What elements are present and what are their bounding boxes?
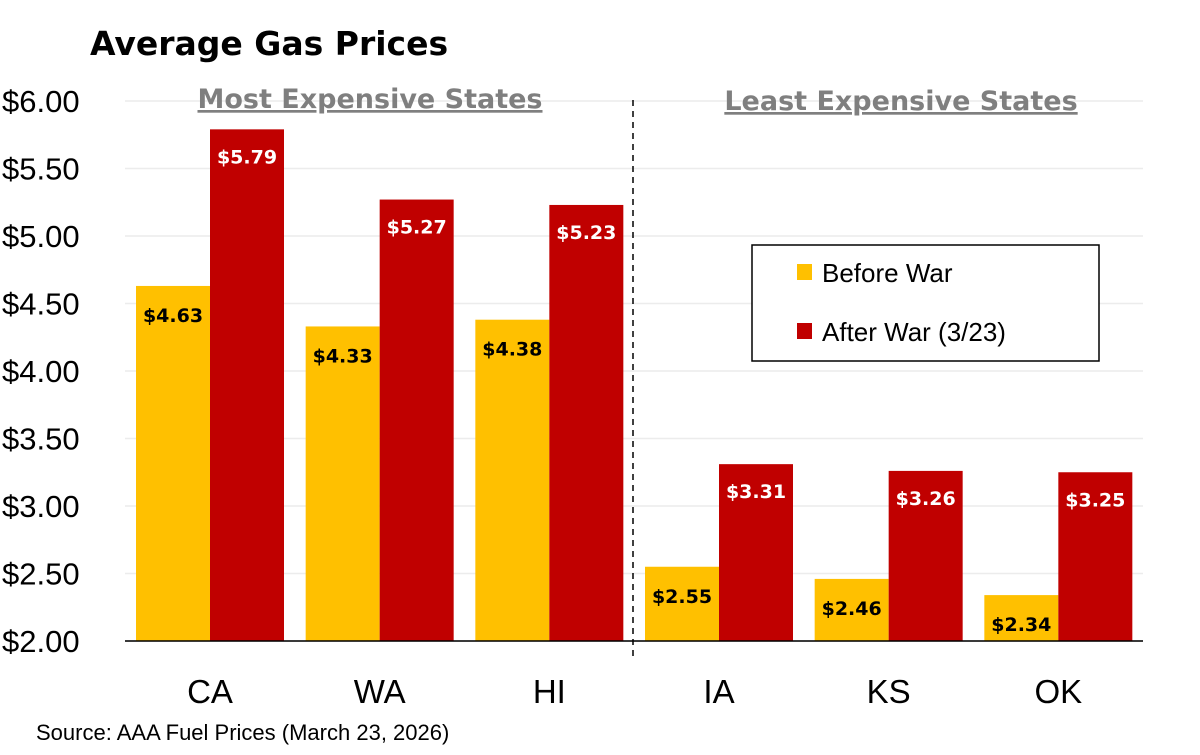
data-label: $3.31 bbox=[726, 481, 786, 503]
bar-ca-after bbox=[210, 129, 284, 641]
gridlines bbox=[125, 100, 1143, 642]
bar-ok-after bbox=[1058, 472, 1133, 641]
y-tick-label: $4.00 bbox=[2, 354, 80, 389]
bar-ia-before bbox=[645, 566, 719, 641]
bar-ca-before bbox=[136, 285, 210, 641]
x-tick-label: OK bbox=[1034, 673, 1082, 710]
legend-label-before-war: Before War bbox=[822, 258, 953, 288]
data-label: $2.34 bbox=[991, 614, 1051, 636]
bar-hi-before bbox=[475, 319, 550, 641]
y-tick-label: $6.00 bbox=[2, 84, 80, 119]
x-tick-label: CA bbox=[187, 673, 233, 710]
data-label: $2.55 bbox=[652, 586, 712, 608]
source-note: Source: AAA Fuel Prices (March 23, 2026) bbox=[36, 720, 449, 745]
section-label-least-expensive: Least Expensive States bbox=[724, 86, 1077, 117]
y-axis: $2.00 $2.50 $3.00 $3.50 $4.00 $4.50 $5.00 $5.50… bbox=[2, 84, 80, 659]
data-label: $4.38 bbox=[482, 339, 542, 361]
legend-swatch-after-war bbox=[797, 323, 812, 339]
y-tick-label: $2.00 bbox=[2, 624, 80, 659]
y-tick-label: $3.00 bbox=[2, 489, 80, 524]
bar-ks-after bbox=[888, 470, 963, 641]
bar-ok-before bbox=[984, 595, 1059, 641]
legend: Before War After War (3/23) bbox=[751, 244, 1100, 362]
y-tick-label: $4.50 bbox=[2, 287, 80, 322]
x-tick-label: HI bbox=[533, 673, 566, 710]
bars: $4.63 $5.79 $4.33 $5.27 $4.38 $5.23 $2.55 $3.31… bbox=[136, 129, 1133, 642]
y-tick-label: $3.50 bbox=[2, 422, 80, 457]
legend-label-after-war: After War (3/23) bbox=[822, 317, 1006, 347]
data-label: $2.46 bbox=[822, 598, 882, 620]
bar-wa-before bbox=[305, 326, 380, 641]
y-tick-label: $5.00 bbox=[2, 219, 80, 254]
data-label: $5.23 bbox=[556, 222, 616, 244]
legend-swatch-before-war bbox=[797, 264, 812, 280]
data-label: $5.27 bbox=[387, 217, 447, 239]
data-label: $5.79 bbox=[217, 146, 277, 168]
x-tick-label: IA bbox=[703, 673, 734, 710]
x-tick-label: KS bbox=[867, 673, 911, 710]
y-tick-label: $5.50 bbox=[2, 152, 80, 187]
y-tick-label: $2.50 bbox=[2, 557, 80, 592]
data-label: $4.33 bbox=[313, 345, 373, 367]
x-axis: CA WA HI IA KS OK bbox=[125, 640, 1143, 710]
chart-title: Average Gas Prices bbox=[90, 24, 448, 63]
bar-ia-after bbox=[719, 464, 793, 641]
data-label: $4.63 bbox=[143, 305, 203, 327]
bar-ks-before bbox=[814, 578, 889, 641]
data-label: $3.26 bbox=[896, 488, 956, 510]
section-label-most-expensive: Most Expensive States bbox=[197, 84, 542, 115]
bar-wa-after bbox=[379, 199, 454, 642]
x-tick-label: WA bbox=[354, 673, 406, 710]
bar-hi-after bbox=[549, 204, 624, 641]
data-label: $3.25 bbox=[1065, 489, 1125, 511]
